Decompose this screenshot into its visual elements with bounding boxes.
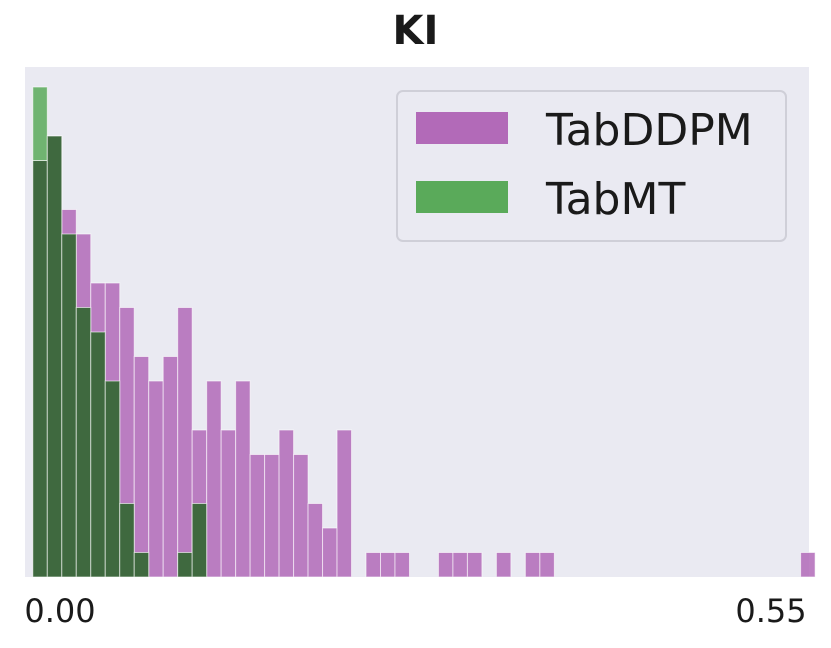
- tabddpm-bar-7: [133, 356, 150, 578]
- tabddpm-bar-14: [235, 380, 251, 578]
- tabddpm-bar-16: [264, 454, 280, 578]
- tabddpm-bar-18: [293, 454, 309, 578]
- tabmt-bars: [32, 86, 208, 578]
- tabmt-bar-0: [32, 86, 48, 161]
- tabddpm-bar-32: [495, 552, 512, 578]
- tabddpm-bar-21: [336, 429, 353, 578]
- legend-label-tabddpm: TabDDPM: [545, 105, 753, 156]
- tabddpm-bar-10: [177, 307, 193, 578]
- tabddpm-bar-13: [220, 429, 237, 578]
- tabddpm-bar-12: [206, 380, 222, 578]
- tabmt-overlap-bar-5: [104, 380, 121, 578]
- tabmt-overlap-bar-11: [191, 503, 208, 578]
- tabddpm-bar-9: [162, 356, 179, 578]
- tabmt-overlap-bar-2: [61, 233, 77, 578]
- tabmt-overlap-bar-3: [75, 307, 92, 578]
- tabddpm-bar-30: [466, 552, 483, 578]
- chart-title: KI: [392, 8, 439, 54]
- x-tick-label-min: 0.00: [24, 592, 95, 630]
- tabmt-overlap-bar-6: [119, 503, 135, 578]
- tabmt-overlap-bar-0: [32, 160, 48, 578]
- tabddpm-bar-53: [800, 552, 816, 578]
- legend-swatch-tabmt: [416, 181, 508, 213]
- tabddpm-bar-35: [539, 552, 555, 578]
- tabmt-overlap-bar-10: [177, 552, 193, 578]
- tabddpm-bar-20: [322, 527, 338, 578]
- tabddpm-bar-23: [365, 552, 382, 578]
- tabddpm-bar-8: [148, 380, 164, 578]
- tabmt-overlap-bar-1: [46, 135, 63, 578]
- legend-swatch-tabddpm: [416, 112, 508, 144]
- tabddpm-bar-17: [278, 429, 295, 578]
- tabddpm-bar-29: [452, 552, 468, 578]
- tabmt-overlap-bar-4: [90, 331, 106, 578]
- x-tick-label-max: 0.55: [735, 592, 806, 630]
- tabddpm-bar-19: [307, 503, 324, 578]
- tabmt-overlap-bar-7: [133, 552, 150, 578]
- legend: TabDDPM TabMT: [396, 90, 787, 242]
- legend-label-tabmt: TabMT: [545, 174, 685, 225]
- tabddpm-bar-34: [524, 552, 541, 578]
- tabddpm-bar-24: [380, 552, 396, 578]
- tabddpm-bar-25: [394, 552, 410, 578]
- tabddpm-bar-15: [249, 454, 266, 578]
- tabddpm-bar-28: [437, 552, 454, 578]
